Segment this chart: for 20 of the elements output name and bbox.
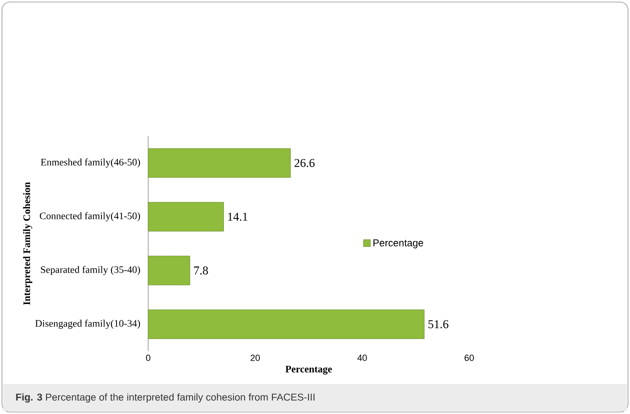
x-tick-label: 40 xyxy=(357,354,367,361)
y-tick-label: Separated family (35-40) xyxy=(40,266,140,276)
data-label: 51.6 xyxy=(428,320,448,328)
x-tick-label: 20 xyxy=(250,354,260,361)
data-label: 14.1 xyxy=(228,212,248,221)
x-tick-label: 0 xyxy=(146,354,150,361)
y-tick-label: Disengaged family(10-34) xyxy=(35,320,140,329)
y-tick-label: Connected family(41-50) xyxy=(40,212,140,222)
data-label: 7.8 xyxy=(194,266,208,275)
bar xyxy=(148,256,190,286)
bar xyxy=(148,148,291,178)
data-label: 26.6 xyxy=(294,158,315,168)
legend-label: Percentage xyxy=(373,239,424,248)
bar xyxy=(148,202,224,232)
x-axis-title: Percentage xyxy=(285,366,332,375)
y-tick-label: Enmeshed family(46-50) xyxy=(40,158,140,168)
y-axis-title: Interpreted Family Cohesion xyxy=(23,182,32,305)
text: Fig. 3 Percentage of the interpreted family cohesion from FACES-III xyxy=(16,393,315,403)
x-tick-label: 60 xyxy=(464,354,474,361)
bar xyxy=(148,310,424,339)
